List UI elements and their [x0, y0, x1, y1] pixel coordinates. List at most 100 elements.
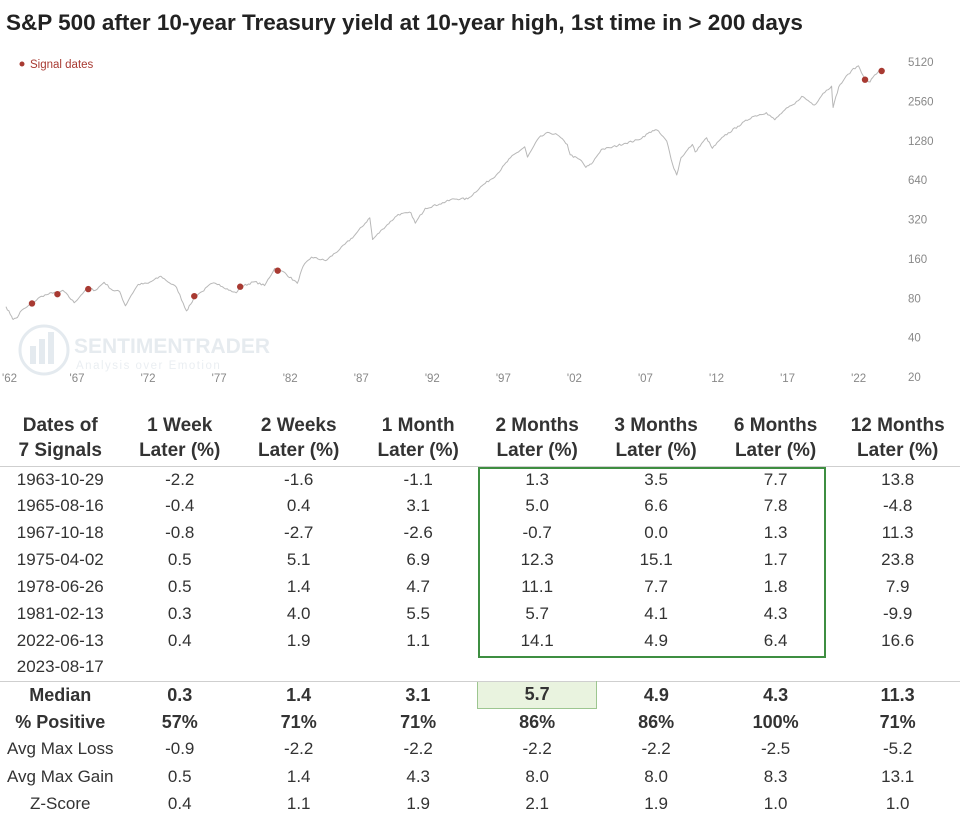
table-row: 1981-02-13 0.3 4.0 5.5 5.7 4.1 4.3 -9.9	[0, 600, 960, 627]
table-cell: 7.8	[763, 496, 788, 516]
table-cell: 12.3	[520, 550, 554, 570]
table-cell: 6.6	[644, 496, 668, 516]
table-cell: 3.1	[406, 496, 430, 516]
signal-point	[861, 76, 869, 83]
column-header-line: Later (%)	[496, 440, 578, 461]
summary-cell: -2.5	[760, 739, 791, 759]
column-header-line: Later (%)	[377, 440, 459, 461]
column-header-line: Later (%)	[615, 440, 697, 461]
x-tick-label: '97	[496, 373, 511, 385]
summary-cell: 4.3	[406, 766, 430, 786]
summary-cell: 8.0	[644, 766, 668, 786]
summary-cell: 0.3	[120, 680, 239, 709]
summary-label: Z-Score	[30, 793, 91, 813]
signal-point	[274, 267, 281, 274]
table-cell: -2.2	[120, 465, 239, 493]
summary-cell: 100%	[752, 711, 799, 732]
table-row: 1978-06-26 0.5 1.4 4.7 11.1 7.7 1.8 7.9	[0, 574, 960, 601]
table-row: 1963-10-29 -2.2 -1.6 -1.1 1.3 3.5 7.7 13.8	[0, 465, 960, 493]
column-header: 6 Months Later (%)	[716, 413, 835, 466]
summary-cell: 86%	[638, 711, 675, 732]
signal-date: 1963-10-29	[0, 465, 121, 493]
summary-cell: 57%	[161, 711, 198, 732]
summary-cell: 4.9	[596, 680, 716, 709]
column-header-line: 12 Months	[850, 415, 945, 436]
summary-cell: 71%	[280, 711, 317, 732]
column-header: 2 Weeks Later (%)	[239, 413, 358, 466]
table-cell: -2.6	[403, 523, 433, 543]
table-cell: 0.0	[644, 523, 668, 543]
summary-cell: -2.2	[403, 739, 433, 759]
table-cell: 7.7	[644, 577, 668, 596]
column-header-line: 7 Signals	[18, 440, 102, 461]
summary-row: Median 0.3 1.4 3.1 5.7 4.9 4.3 11.3	[0, 680, 960, 709]
column-header-line: 2 Weeks	[260, 415, 337, 436]
table-cell: 14.1	[520, 630, 554, 650]
summary-label: % Positive	[15, 711, 106, 732]
table-cell: -9.9	[883, 603, 913, 623]
summary-cell: 8.0	[525, 766, 549, 786]
table-header-row: Dates of 7 Signals 1 Week Later (%) 2 Weeks L…	[0, 413, 960, 466]
signal-point	[54, 290, 61, 298]
summary-cell: 11.3	[835, 680, 960, 709]
x-tick-label: '12	[709, 373, 724, 385]
summary-cell: -2.2	[522, 739, 552, 759]
table-row: 1967-10-18 -0.8 -2.7 -2.6 -0.7 0.0 1.3 11.3	[0, 520, 960, 547]
signal-point	[85, 285, 92, 293]
legend-label: Signal dates	[30, 59, 94, 71]
table-cell	[478, 654, 596, 681]
summary-cell: -2.2	[284, 739, 314, 759]
table-cell: -1.1	[358, 465, 478, 493]
signal-point	[878, 67, 885, 75]
summary-cell: 8.3	[763, 766, 788, 786]
column-header: 1 Week Later (%)	[121, 413, 239, 466]
legend: Signal dates	[19, 59, 94, 71]
signal-date: 2022-06-13	[16, 630, 104, 650]
legend-marker	[19, 61, 25, 67]
summary-cell: 5.7	[477, 680, 597, 709]
y-tick-label: 5120	[908, 57, 934, 69]
summary-row: Avg Max Gain 0.5 1.4 4.3 8.0 8.0 8.3 13.1	[0, 763, 960, 790]
summary-row: Z-Score 0.4 1.1 1.9 2.1 1.9 1.0 1.0	[0, 790, 960, 817]
summary-cell: 4.3	[715, 680, 836, 709]
summary-cell: 2.1	[525, 793, 549, 813]
summary-label: Avg Max Gain	[7, 766, 114, 786]
summary-label: Median	[0, 680, 121, 709]
column-header: 3 Months Later (%)	[596, 413, 715, 466]
y-tick-label: 40	[908, 333, 921, 345]
x-tick-label: '62	[2, 373, 17, 385]
table-cell	[358, 654, 477, 681]
table-cell: 5.0	[525, 496, 549, 516]
x-tick-label: '07	[638, 373, 653, 385]
table-cell: 4.1	[644, 603, 668, 623]
table-cell: 11.3	[881, 523, 914, 543]
summary-cell: 1.1	[286, 793, 311, 813]
column-header-line: 1 Week	[147, 415, 213, 436]
summary-label: Avg Max Loss	[7, 739, 114, 759]
table-cell	[835, 654, 960, 681]
x-tick-label: '77	[212, 373, 227, 385]
table-row: 1965-08-16 -0.4 0.4 3.1 5.0 6.6 7.8 -4.8	[0, 493, 960, 520]
table-cell: 1.3	[763, 523, 788, 543]
table-cell: 3.5	[596, 465, 716, 493]
signal-point	[28, 300, 36, 307]
table-cell: -1.6	[238, 465, 359, 493]
summary-cell: 1.0	[763, 793, 788, 813]
signal-date: 1965-08-16	[16, 496, 104, 516]
summary-cell: -2.2	[641, 739, 671, 759]
page-title: S&P 500 after 10-year Treasury yield at …	[6, 10, 803, 35]
table-cell: -4.8	[883, 496, 913, 516]
table-cell: 4.3	[763, 603, 788, 623]
column-header: 1 Month Later (%)	[358, 413, 477, 466]
y-tick-label: 80	[908, 293, 921, 305]
y-tick-label: 1280	[908, 136, 934, 148]
table-cell: 11.1	[521, 577, 554, 596]
x-tick-label: '02	[567, 373, 582, 385]
y-tick-label: 20	[908, 372, 921, 384]
column-header-line: 3 Months	[614, 415, 698, 436]
table-cell: 5.1	[286, 550, 311, 570]
summary-cell: 3.1	[358, 680, 478, 709]
x-tick-label: '92	[425, 373, 440, 385]
column-header: Dates of 7 Signals	[0, 413, 121, 466]
signal-date: 2023-08-17	[16, 657, 104, 677]
